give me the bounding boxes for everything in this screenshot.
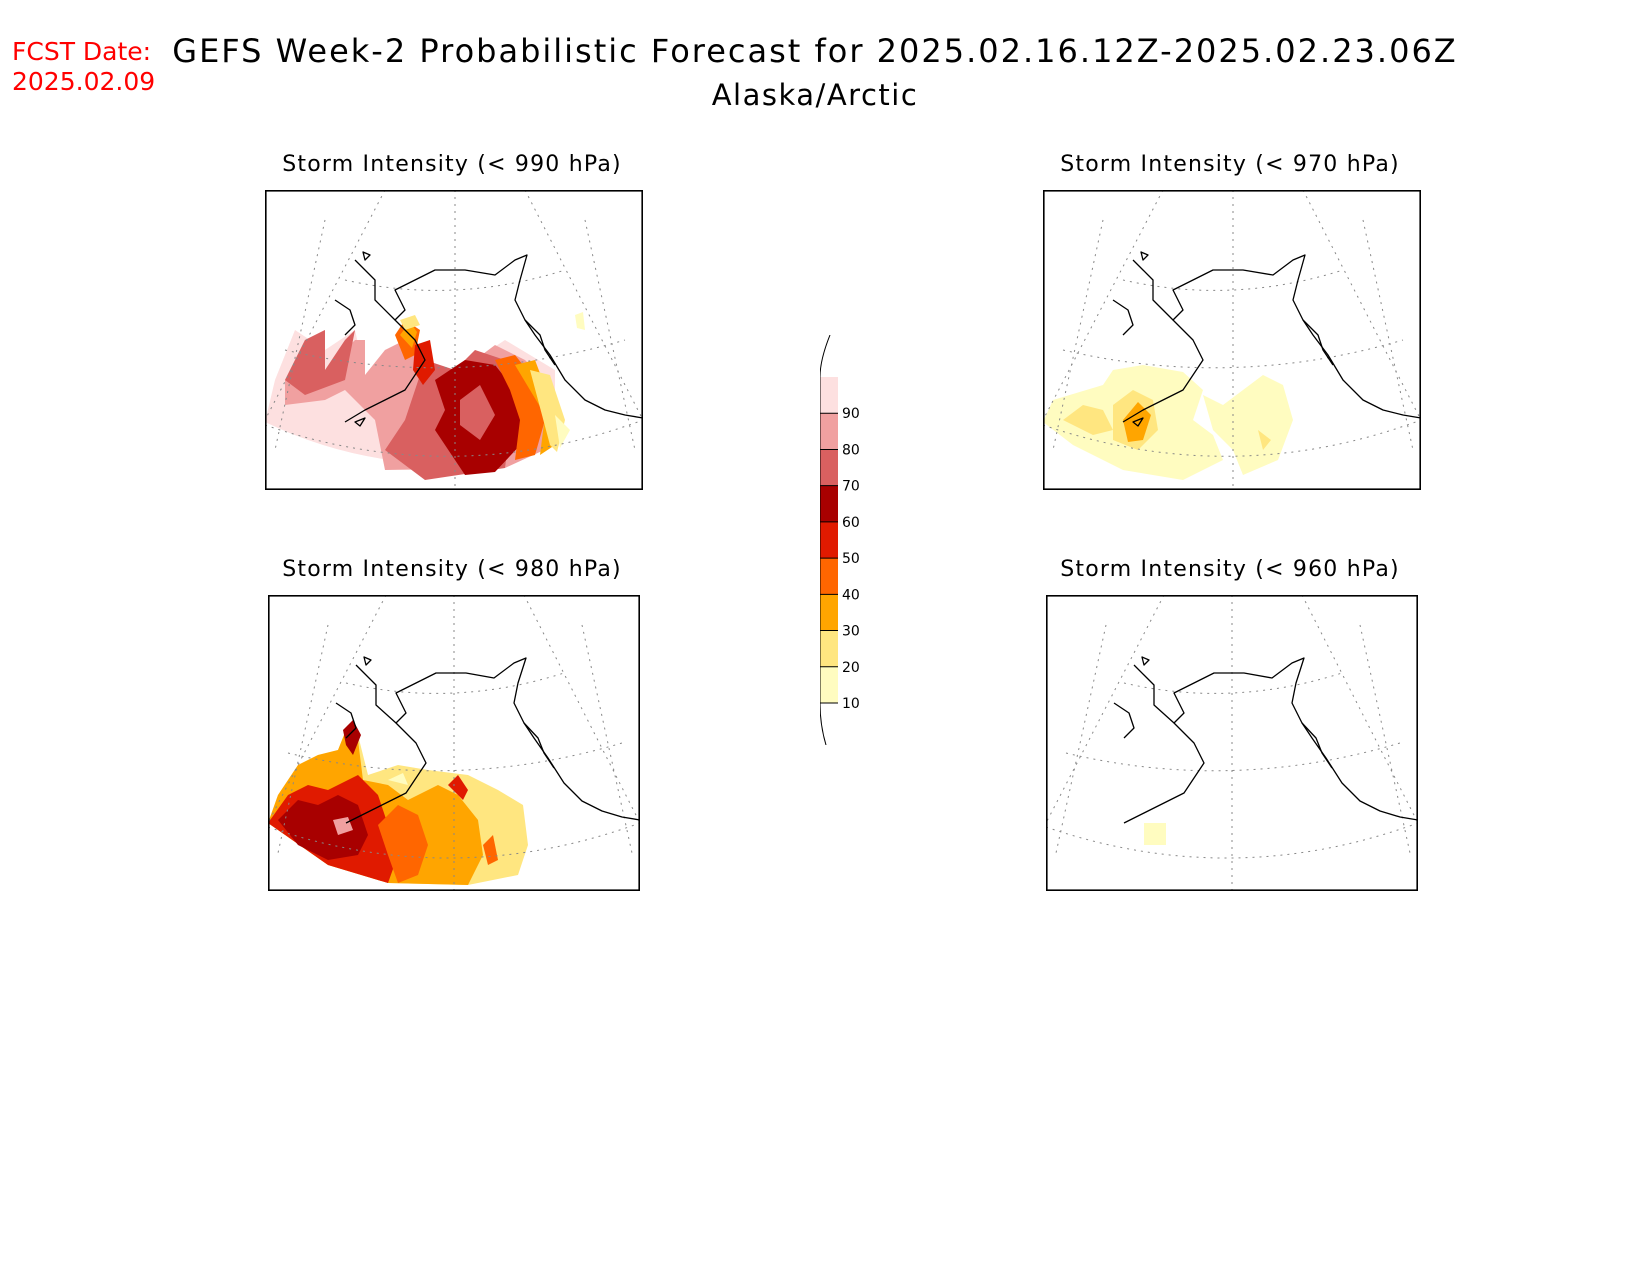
- page-title: GEFS Week-2 Probabilistic Forecast for 2…: [172, 32, 1458, 70]
- legend-tick-label: 20: [842, 660, 860, 676]
- legend-tick-label: 40: [842, 587, 860, 603]
- map-panel-990: [265, 190, 643, 490]
- panel-title-990: Storm Intensity (< 990 hPa): [282, 152, 622, 177]
- map-panel-980: [268, 595, 640, 891]
- map-frame: [1043, 190, 1421, 490]
- graticule: [1046, 595, 1418, 891]
- legend-swatch: [820, 485, 838, 522]
- legend-tick-label: 60: [842, 515, 860, 531]
- legend-tick-labels: 10 20 30 40 50 60 70 80 90: [820, 377, 860, 712]
- map-frame: [268, 595, 640, 891]
- legend-swatch: [820, 449, 838, 486]
- panel-title-970: Storm Intensity (< 970 hPa): [1060, 152, 1400, 177]
- legend-swatch: [820, 521, 838, 559]
- color-legend: 10 20 30 40 50 60 70 80 90: [820, 335, 860, 745]
- legend-tick-label: 90: [842, 406, 860, 422]
- page-subtitle: Alaska/Arctic: [711, 78, 919, 112]
- graticule: [265, 190, 643, 490]
- map-panel-970: [1043, 190, 1421, 490]
- legend-swatches: [820, 377, 838, 703]
- panel-title-980: Storm Intensity (< 980 hPa): [282, 557, 622, 582]
- probability-shading: [265, 312, 585, 480]
- probability-shading: [1144, 823, 1166, 845]
- legend-swatch: [820, 666, 838, 703]
- legend-tick-label: 50: [842, 551, 860, 567]
- fcst-date-label: FCST Date:: [12, 37, 152, 66]
- probability-shading: [1043, 365, 1293, 480]
- legend-swatch: [820, 377, 838, 414]
- legend-tick-label: 80: [842, 442, 860, 458]
- fcst-date-value: 2025.02.09: [12, 67, 156, 96]
- legend-top-cap: [820, 335, 831, 378]
- graticule: [268, 595, 640, 891]
- coastline: [1113, 656, 1418, 824]
- panel-title-960: Storm Intensity (< 960 hPa): [1060, 557, 1400, 582]
- legend-tick-label: 30: [842, 624, 860, 640]
- legend-tick-label: 10: [842, 696, 860, 712]
- legend-tick-label: 70: [842, 479, 860, 495]
- legend-swatch: [820, 594, 838, 631]
- coastline: [335, 656, 640, 824]
- probability-shading: [268, 720, 528, 885]
- graticule: [1043, 190, 1421, 490]
- legend-bottom-cap: [820, 702, 827, 745]
- coastline: [334, 251, 643, 427]
- map-panel-960: [1046, 595, 1418, 891]
- map-frame: [1046, 595, 1418, 891]
- coastline: [1112, 251, 1421, 427]
- legend-swatch: [820, 413, 838, 450]
- legend-swatch: [820, 630, 838, 667]
- map-frame: [265, 190, 643, 490]
- legend-swatch: [820, 558, 838, 595]
